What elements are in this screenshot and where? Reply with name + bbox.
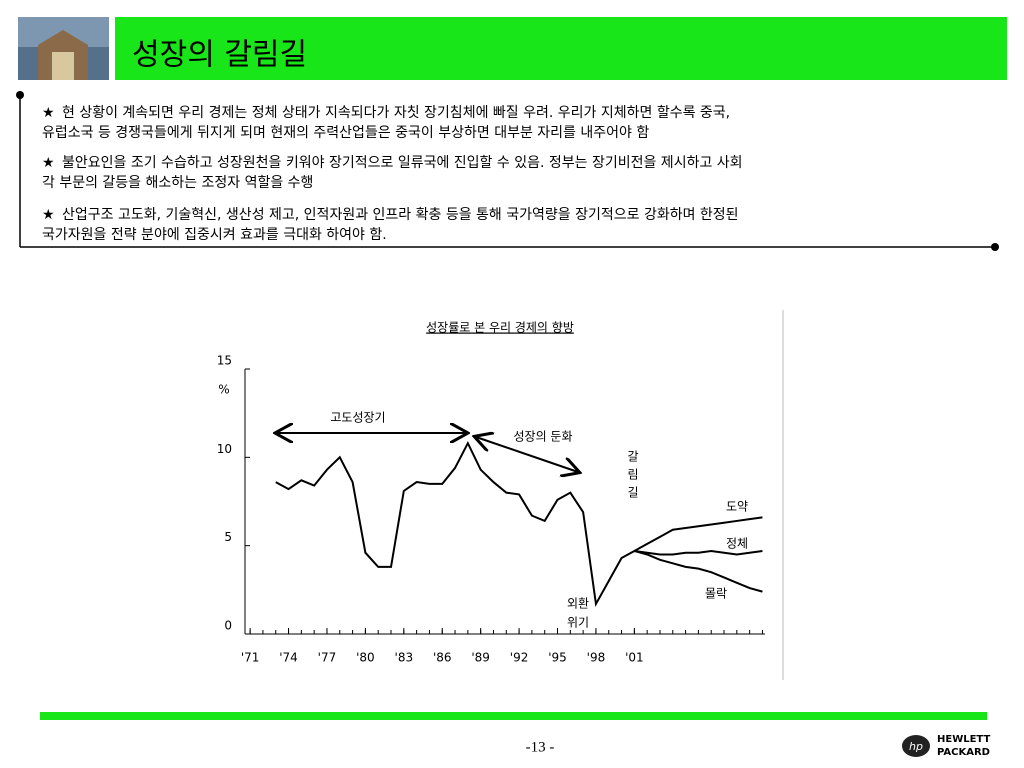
x-tick-label: '89 (471, 651, 490, 665)
y-tick-label: 10 (217, 442, 232, 456)
y-unit: % (218, 383, 229, 397)
bullet-line: 유럽소국 등 경쟁국들에게 뒤지게 되며 현재의 주력산업들은 중국이 부상하면… (42, 125, 649, 141)
bullet-star: ★ (42, 155, 55, 171)
bullet-line: 불안요인을 조기 수습하고 성장원천을 키워야 장기적으로 일류국에 진입할 수… (62, 155, 743, 171)
series-label: 정체 (726, 537, 748, 551)
logo-mark-text: hp (909, 740, 923, 753)
x-tick-label: '01 (625, 651, 644, 665)
series-line (634, 550, 763, 593)
frame-dot (16, 91, 24, 99)
annotation: 고도성장기 (330, 411, 385, 425)
x-tick-label: '83 (395, 651, 414, 665)
series-label: 도약 (726, 499, 748, 514)
annotation: 위기 (567, 616, 589, 630)
annotation: 갈림길 (626, 450, 640, 504)
y-tick-label: 0 (224, 619, 232, 633)
footer-bar (40, 712, 987, 720)
bullet-line: 현 상황이 계속되면 우리 경제는 정체 상태가 지속되다가 자칫 장기침체에 … (62, 105, 730, 121)
bullet-line: 국가자원을 전략 분야에 집중시켜 효과를 극대화 하여야 함. (42, 227, 387, 243)
x-tick-label: '98 (587, 651, 606, 665)
y-tick-label: 5 (224, 530, 232, 544)
bullet-line: 각 부문의 갈등을 해소하는 조정자 역할을 수행 (42, 175, 313, 191)
series-line (634, 549, 763, 556)
page-number: -13 - (526, 739, 555, 755)
logo-mark (902, 735, 930, 757)
bullet-star: ★ (42, 105, 55, 121)
logo-text: PACKARD (937, 747, 990, 758)
chart-title: 성장률로 본 우리 경제의 향방 (426, 321, 574, 335)
y-tick-label: 15 (217, 354, 232, 368)
frame-dot (991, 243, 999, 251)
series-line (275, 440, 635, 608)
annotation: 성장의 둔화 (513, 430, 572, 444)
thumbnail-door (52, 52, 74, 80)
x-tick-label: '74 (279, 651, 298, 665)
series-label: 몰락 (705, 587, 727, 601)
x-tick-label: '71 (241, 651, 260, 665)
bullet-star: ★ (42, 207, 55, 223)
header-title: 성장의 갈림길 (132, 38, 307, 73)
series-line (633, 516, 763, 552)
logo-text: HEWLETT (937, 734, 990, 745)
x-tick-label: '95 (548, 651, 567, 665)
x-tick-label: '86 (433, 651, 452, 665)
annotation: 외환 (567, 597, 589, 611)
x-tick-label: '80 (356, 651, 375, 665)
x-tick-label: '77 (318, 651, 337, 665)
x-tick-label: '92 (510, 651, 529, 665)
bullet-line: 산업구조 고도화, 기술혁신, 생산성 제고, 인적자원과 인프라 확충 등을 … (62, 207, 739, 223)
arrow (476, 437, 578, 472)
header-bar (115, 17, 1007, 80)
